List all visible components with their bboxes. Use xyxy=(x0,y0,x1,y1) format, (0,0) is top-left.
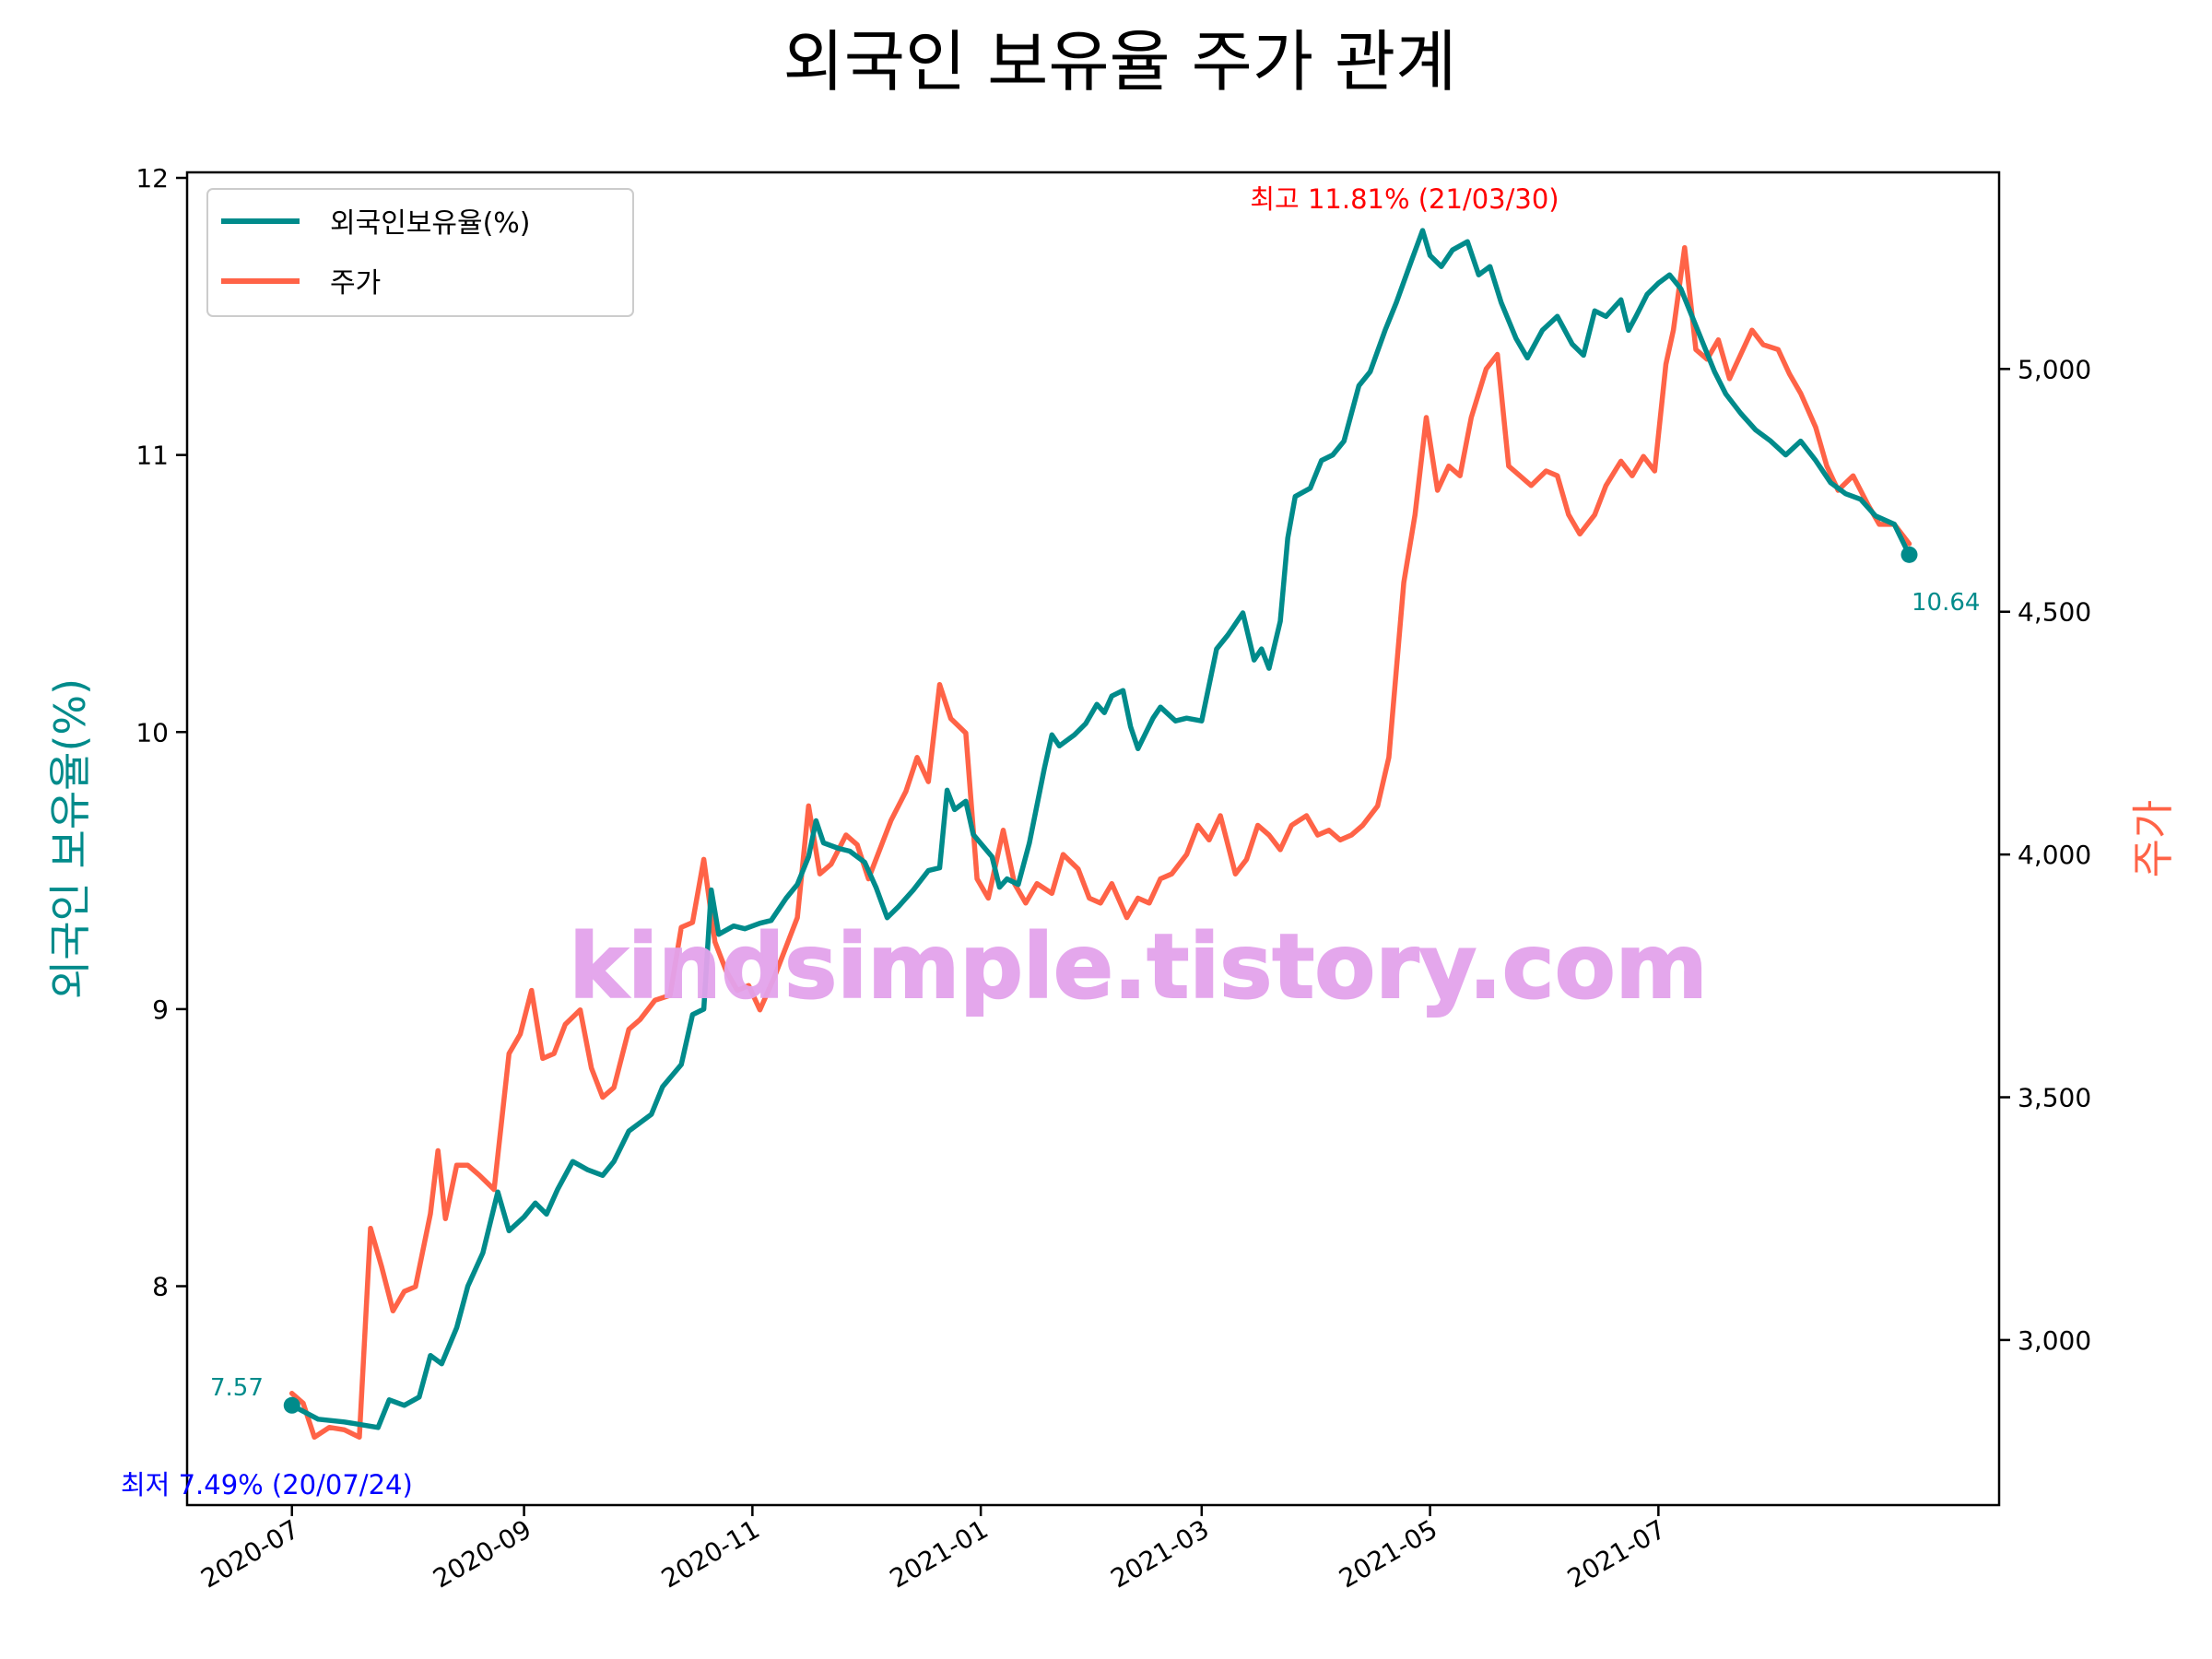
legend-box xyxy=(206,188,634,317)
y-right-tick-label-0: 3,000 xyxy=(2018,1325,2091,1356)
y-right-tick-label-1: 3,500 xyxy=(2018,1083,2091,1113)
y-left-tick-label-0: 8 xyxy=(152,1272,169,1302)
y-left-tick-label-2: 10 xyxy=(135,717,169,747)
x-tick-label-3: 2021-01 xyxy=(885,1513,994,1594)
y-left-tick-label-3: 11 xyxy=(135,441,169,471)
x-tick-label-6: 2021-07 xyxy=(1562,1513,1671,1594)
legend: 외국인보유율(%) 주가 xyxy=(206,188,634,317)
y-left-axis-label: 외국인 보유율(%) xyxy=(45,678,95,999)
series-line-price xyxy=(288,244,1912,1441)
end-point-marker xyxy=(1900,546,1918,563)
plot-area xyxy=(185,171,2001,1507)
series-line-holding xyxy=(288,228,1912,1430)
y-right-axis-label: 주가 xyxy=(2128,800,2178,878)
watermark: kindsimple.tistory.com xyxy=(569,915,1707,1018)
y-right-tick-label-4: 5,000 xyxy=(2018,354,2091,384)
start-value-label: 7.57 xyxy=(210,1374,264,1402)
x-tick-label-4: 2021-03 xyxy=(1105,1513,1214,1594)
legend-label-price: 주가 xyxy=(330,267,381,300)
max-annotation: 최고 11.81% (21/03/30) xyxy=(1250,183,1559,215)
start-point-marker xyxy=(283,1396,300,1414)
y-right-tick-label-2: 4,000 xyxy=(2018,840,2091,870)
legend-label-holding: 외국인보유율(%) xyxy=(330,207,531,240)
x-tick-label-5: 2021-05 xyxy=(1334,1513,1442,1594)
y-left-tick-label-4: 12 xyxy=(135,163,169,194)
x-tick-label-2: 2020-11 xyxy=(656,1513,765,1594)
x-tick-label-0: 2020-07 xyxy=(195,1513,304,1594)
chart-title: 외국인 보유율 주가 관계 xyxy=(782,23,1456,100)
y-left-tick-label-1: 9 xyxy=(152,994,169,1025)
series-layer xyxy=(283,228,1918,1441)
min-annotation: 최저 7.49% (20/07/24) xyxy=(121,1469,413,1500)
y-right-tick-label-3: 4,500 xyxy=(2018,597,2091,628)
x-tick-label-1: 2020-09 xyxy=(428,1513,536,1594)
end-value-label: 10.64 xyxy=(1912,589,1980,617)
